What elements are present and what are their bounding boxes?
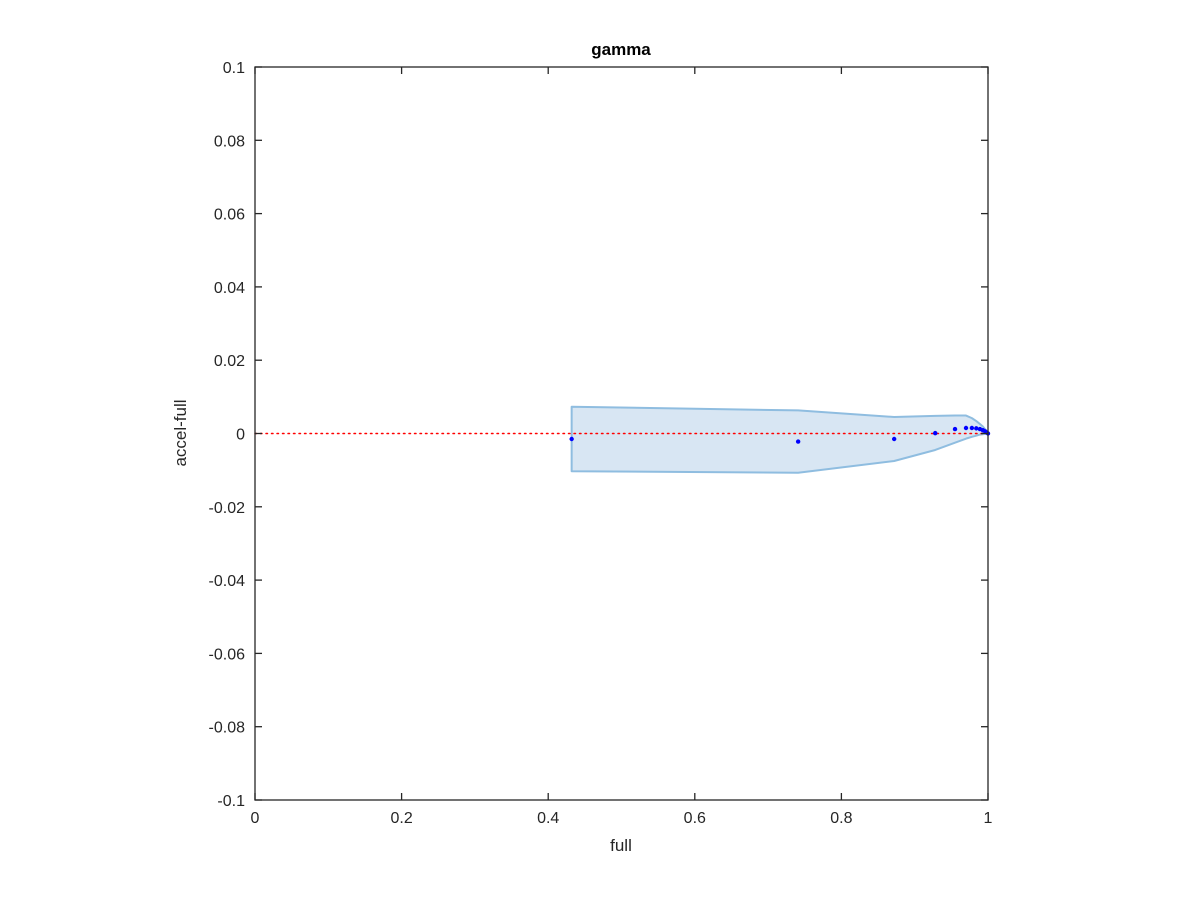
y-tick-label: -0.02: [209, 500, 246, 517]
confidence-band: [570, 405, 989, 474]
y-axis-ticks: -0.1 -0.08 -0.06 -0.04 -0.02 0 0.02 0.04 0.06 0.0…: [209, 60, 988, 810]
y-tick-label: -0.04: [209, 573, 246, 590]
confidence-band-layer: [570, 405, 989, 474]
y-tick-label: 0.02: [214, 353, 245, 370]
data-points-layer: [569, 425, 991, 444]
data-point: [795, 439, 801, 444]
x-tick-label: 1: [984, 810, 993, 827]
y-tick-label: -0.06: [209, 646, 246, 663]
x-axis-ticks: 0 0.2 0.4 0.6 0.8 1: [251, 67, 993, 827]
x-tick-label: 0.2: [390, 810, 412, 827]
data-point: [974, 426, 979, 431]
x-tick-label: 0.4: [537, 810, 559, 827]
y-tick-label: 0.08: [214, 133, 245, 150]
x-tick-label: 0: [251, 810, 260, 827]
y-tick-label: -0.1: [217, 793, 245, 810]
x-tick-label: 0.6: [684, 810, 706, 827]
data-point: [952, 426, 958, 432]
x-tick-label: 0.8: [830, 810, 852, 827]
data-point: [891, 436, 897, 442]
y-tick-label: -0.08: [209, 720, 246, 737]
y-tick-label: 0.06: [214, 207, 245, 224]
data-point: [969, 425, 975, 431]
y-axis-label: accel-full: [171, 399, 190, 466]
data-point: [963, 425, 969, 431]
chart-title: gamma: [591, 40, 651, 59]
x-axis-label: full: [610, 836, 632, 855]
y-tick-label: 0.1: [223, 60, 245, 77]
data-point: [569, 436, 574, 442]
y-tick-label: 0.04: [214, 280, 245, 297]
y-tick-label: 0: [236, 427, 245, 444]
data-point: [933, 430, 938, 436]
